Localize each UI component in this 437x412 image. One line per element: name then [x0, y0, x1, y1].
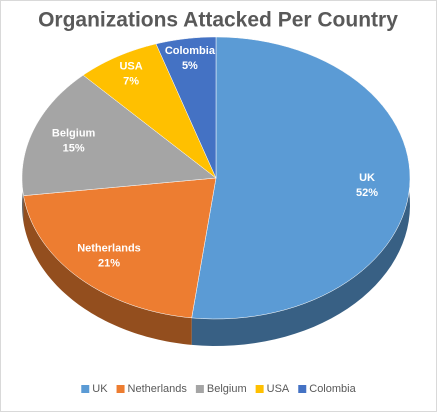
slice-value-label: 7%	[123, 76, 139, 88]
legend-swatch	[81, 385, 90, 393]
slice-side	[23, 195, 192, 345]
slice	[23, 177, 217, 319]
legend-label: Colombia	[309, 383, 356, 395]
slice-labels: UK 52% Netherlands 21% Belgium 15% USA 7% Colomb…	[52, 45, 378, 270]
legend-swatch	[195, 385, 204, 393]
legend-swatch	[255, 385, 264, 393]
slice-value-label: 21%	[98, 258, 120, 270]
legend-swatch	[116, 385, 125, 393]
legend-swatch	[298, 385, 307, 393]
slice	[82, 43, 217, 179]
slice-value-label: 5%	[182, 60, 198, 72]
legend: UK Netherlands Belgium USA Colombia	[81, 383, 357, 395]
slice-value-label: 52%	[356, 187, 378, 199]
slice	[191, 36, 411, 320]
chart-title: Organizations Attacked Per Country	[38, 9, 398, 32]
slice	[155, 36, 217, 179]
legend-label: UK	[92, 383, 108, 395]
slice-category-label: Belgium	[52, 128, 96, 140]
slice-category-label: Netherlands	[77, 243, 141, 255]
slice-category-label: USA	[119, 61, 142, 73]
legend-label: Belgium	[207, 383, 247, 395]
slice	[21, 74, 217, 196]
legend-label: USA	[267, 383, 290, 395]
slice-category-label: UK	[359, 172, 375, 184]
slice-category-label: Colombia	[165, 45, 216, 57]
legend-label: Netherlands	[128, 383, 188, 395]
slice-value-label: 15%	[63, 143, 85, 155]
pie-tops	[21, 36, 411, 320]
